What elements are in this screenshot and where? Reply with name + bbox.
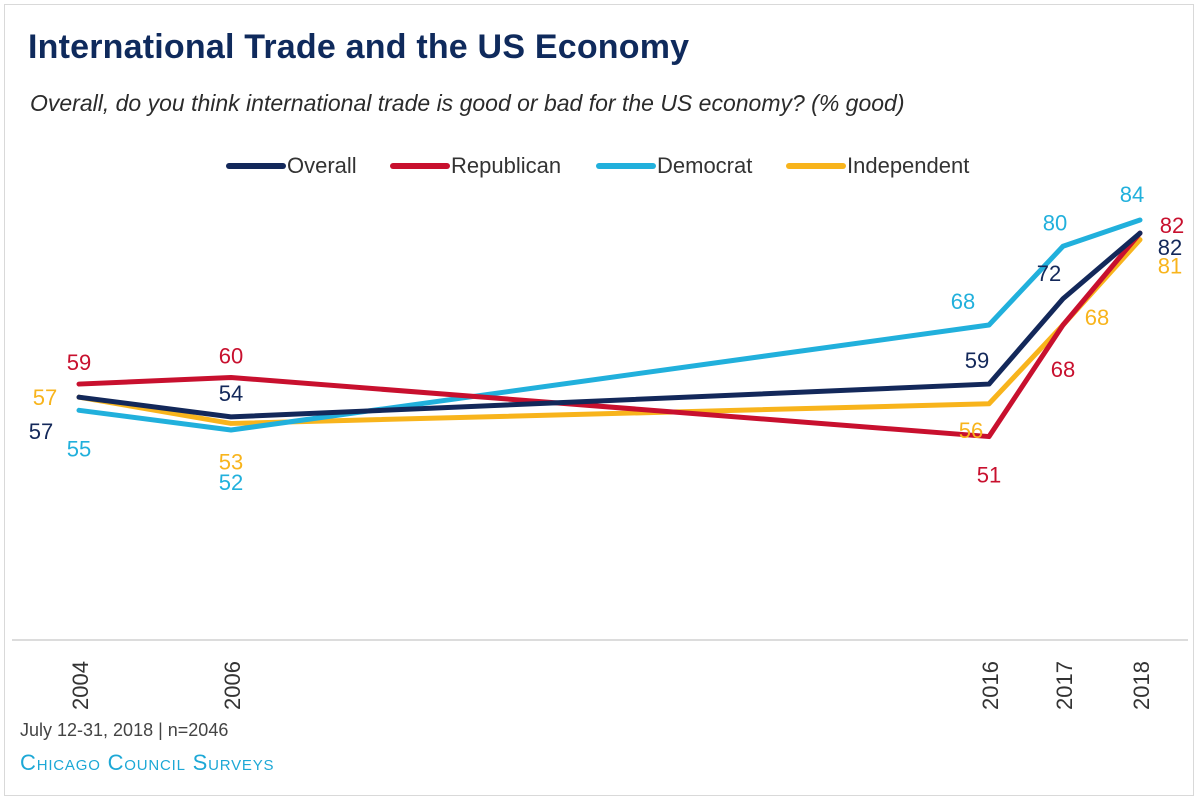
data-label-republican-2016: 51 <box>977 463 1001 488</box>
data-label-overall-2004: 57 <box>29 419 53 444</box>
series-line-republican <box>76 230 1143 440</box>
data-label-independent-2016: 56 <box>959 418 983 443</box>
data-label-independent-2006: 53 <box>219 449 243 474</box>
data-label-overall-2006: 54 <box>219 381 243 406</box>
data-label-republican-2004: 59 <box>67 350 91 375</box>
series-line-democrat <box>76 217 1143 433</box>
x-tick-2017: 2017 <box>1052 661 1077 710</box>
data-label-republican-2017: 68 <box>1051 357 1075 382</box>
data-label-independent-2017: 68 <box>1085 305 1109 330</box>
x-tick-2016: 2016 <box>978 661 1003 710</box>
data-label-overall-2016: 59 <box>965 348 989 373</box>
x-tick-labels: 2004 2006 2016 2017 2018 <box>68 661 1154 710</box>
x-tick-2004: 2004 <box>68 661 93 710</box>
data-label-democrat-2006: 52 <box>219 470 243 495</box>
chart-title: International Trade and the US Economy <box>28 28 690 66</box>
data-label-republican-2006: 60 <box>219 344 243 369</box>
data-label-republican-2018: 82 <box>1160 213 1184 238</box>
data-label-democrat-2016: 68 <box>951 289 975 314</box>
data-label-independent-2018: 81 <box>1158 254 1182 279</box>
x-tick-2018: 2018 <box>1129 661 1154 710</box>
legend-label-independent: Independent <box>847 153 969 178</box>
source-credit: Chicago Council Surveys <box>20 750 275 775</box>
series-lines <box>76 217 1143 440</box>
data-label-overall-2018: 82 <box>1158 235 1182 260</box>
legend-label-republican: Republican <box>451 153 561 178</box>
legend-label-democrat: Democrat <box>657 153 752 178</box>
series-line-overall <box>76 230 1143 420</box>
legend: Overall Republican Democrat Independent <box>226 153 969 178</box>
data-label-democrat-2018: 84 <box>1120 182 1144 207</box>
data-label-overall-2017: 72 <box>1037 261 1061 286</box>
legend-label-overall: Overall <box>287 153 357 178</box>
data-labels: 57 54 59 72 82 59 60 51 68 82 55 52 68 80 84 57 53 56 68 81 <box>29 182 1184 495</box>
data-label-independent-2004: 57 <box>33 385 57 410</box>
chart-subtitle: Overall, do you think international trad… <box>30 90 905 116</box>
survey-date-sample: July 12-31, 2018 | n=2046 <box>20 720 229 740</box>
x-tick-2006: 2006 <box>220 661 245 710</box>
data-label-democrat-2004: 55 <box>67 436 91 461</box>
data-label-democrat-2017: 80 <box>1043 210 1067 235</box>
chart-frame <box>4 4 1194 796</box>
